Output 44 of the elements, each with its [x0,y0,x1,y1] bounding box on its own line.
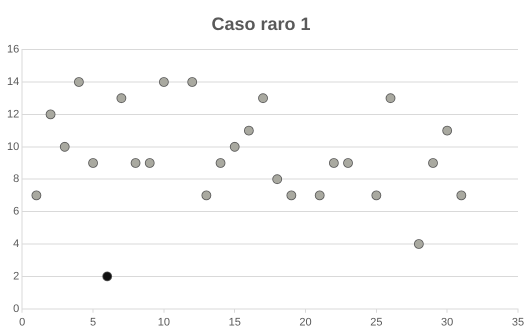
point [158,77,169,87]
point [428,158,438,168]
y-tick-label: 12 [6,108,20,120]
point [201,190,212,200]
y-tick-label: 14 [6,76,20,88]
point [88,158,98,168]
chart-title: Caso raro 1 [211,14,311,34]
x-tick-label: 10 [158,316,170,328]
point [386,93,396,104]
y-tick-label: 8 [13,173,20,186]
x-tick-label: 15 [228,316,241,328]
x-tick-label: 20 [299,316,312,328]
point [187,77,198,87]
point [102,272,112,282]
point [144,158,155,168]
point [328,158,339,168]
point [286,190,296,200]
point [46,110,56,120]
point [371,190,382,200]
point [414,239,424,249]
point [244,126,254,136]
y-tick-label: 6 [13,206,20,218]
point [230,142,240,152]
y-tick-label: 0 [13,302,20,315]
point [456,190,466,200]
point [60,142,70,152]
x-tick-label: 35 [512,316,524,328]
y-tick-label: 2 [13,270,20,282]
point [116,93,126,104]
point [343,158,353,168]
x-tick-label: 25 [370,316,382,328]
point [216,158,226,168]
y-tick-label: 10 [6,140,20,153]
y-tick-label: 16 [6,44,20,56]
x-tick-label: 30 [441,316,454,328]
point [32,190,42,200]
point [74,77,84,87]
point [258,93,268,104]
x-tick-label: 5 [90,316,96,328]
point [442,126,452,136]
y-tick-label: 4 [13,238,20,250]
point [130,158,140,168]
point [272,174,282,184]
point [314,190,325,200]
